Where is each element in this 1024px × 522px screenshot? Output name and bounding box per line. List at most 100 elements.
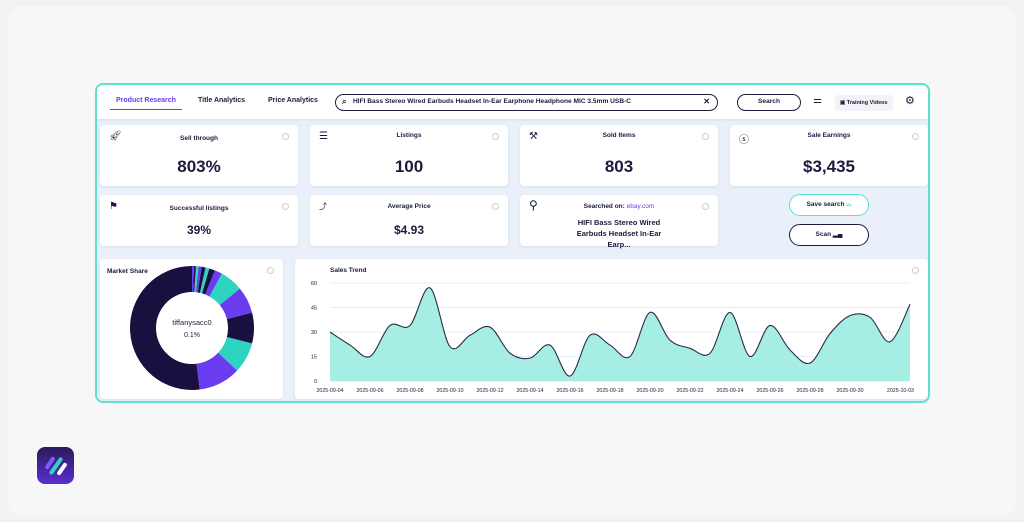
card-label: Successful listings [169, 205, 229, 212]
gear-icon[interactable]: ⚙ [905, 95, 915, 107]
save-search-button[interactable]: Save search ⌓ [789, 194, 869, 216]
help-icon[interactable] [282, 133, 289, 140]
data-point[interactable] [747, 354, 753, 360]
data-point[interactable] [387, 322, 393, 328]
x-tick-label: 2025-10-03 [887, 388, 914, 394]
search-icon: ⌕ [342, 97, 347, 106]
card-label: Sold Items [602, 132, 636, 139]
clear-icon[interactable]: ✕ [703, 97, 710, 106]
help-icon[interactable] [282, 203, 289, 210]
gavel-icon: ⚒ [529, 131, 538, 142]
data-point[interactable] [327, 329, 333, 335]
donut-center-value: 0.1% [184, 332, 200, 339]
data-point[interactable] [407, 322, 413, 328]
donut-slice[interactable] [202, 268, 215, 295]
help-icon[interactable] [267, 267, 274, 274]
help-icon[interactable] [912, 133, 919, 140]
card-label: Sale Earnings [807, 132, 851, 139]
help-icon[interactable] [702, 133, 709, 140]
donut-slice[interactable] [226, 312, 254, 344]
tab-product-research[interactable]: Product Research [110, 97, 182, 110]
data-point[interactable] [767, 322, 773, 328]
training-videos-label: Training Videos [846, 100, 888, 106]
help-icon[interactable] [702, 203, 709, 210]
donut-slice[interactable] [219, 288, 253, 320]
donut-center-label: tiffanysacc0 [172, 318, 211, 327]
data-point[interactable] [487, 324, 493, 330]
card-label: Sell through [180, 135, 218, 142]
data-point[interactable] [367, 354, 373, 360]
donut-slice[interactable] [194, 266, 199, 293]
card-label: Average Price [387, 203, 431, 210]
y-tick-label: 30 [311, 330, 317, 336]
sale-earnings-card: ⓢ Sale Earnings $3,435 [730, 125, 928, 186]
search-button[interactable]: Search [737, 94, 801, 111]
filter-sliders-icon[interactable]: ⚌ [813, 95, 822, 106]
search-input[interactable]: ⌕ HIFI Bass Stereo Wired Earbuds Headset… [335, 94, 718, 111]
donut-slice[interactable] [209, 273, 240, 306]
data-point[interactable] [647, 309, 653, 315]
donut-slice[interactable] [130, 266, 200, 390]
help-icon[interactable] [492, 203, 499, 210]
data-point[interactable] [887, 339, 893, 345]
x-tick-label: 2025-09-14 [516, 388, 543, 394]
save-search-label: Save search [806, 201, 845, 208]
data-point[interactable] [707, 350, 713, 356]
successful-listings-card: ⚑ Successful listings 39% [100, 195, 298, 246]
data-point[interactable] [567, 373, 573, 379]
dashboard-window: Product Research Title Analytics Price A… [95, 83, 930, 403]
video-icon: ▣ [840, 100, 847, 106]
listings-card: ☰ Listings 100 [310, 125, 508, 186]
x-tick-label: 2025-09-08 [396, 388, 423, 394]
data-point[interactable] [467, 332, 473, 338]
app-logo [37, 447, 74, 484]
training-videos-button[interactable]: ▣ Training Videos [835, 95, 893, 111]
card-value: 803 [604, 157, 634, 176]
data-point[interactable] [427, 285, 433, 291]
site-link[interactable]: ebay.com [626, 203, 655, 210]
donut-slice[interactable] [218, 336, 253, 371]
donut-slice[interactable] [197, 266, 206, 293]
data-point[interactable] [807, 360, 813, 366]
data-point[interactable] [547, 342, 553, 348]
donut-slice[interactable] [196, 352, 238, 390]
scan-label: Scan [815, 231, 832, 238]
data-point[interactable] [847, 313, 853, 319]
data-point[interactable] [587, 332, 593, 338]
help-icon[interactable] [492, 133, 499, 140]
data-point[interactable] [347, 342, 353, 348]
x-tick-label: 2025-09-04 [316, 388, 343, 394]
donut-slice[interactable] [193, 266, 196, 293]
data-point[interactable] [507, 350, 513, 356]
data-point[interactable] [667, 337, 673, 343]
data-point[interactable] [787, 347, 793, 353]
data-point[interactable] [827, 331, 833, 337]
card-value: 803% [177, 157, 221, 176]
donut-slice[interactable] [199, 267, 210, 294]
data-point[interactable] [727, 309, 733, 315]
trend-icon: ⤴ [319, 202, 327, 211]
data-point[interactable] [867, 314, 873, 320]
data-point[interactable] [527, 355, 533, 361]
data-point[interactable] [447, 344, 453, 350]
card-value: 100 [394, 157, 424, 176]
card-value: $3,435 [803, 157, 855, 176]
sales-line [329, 287, 911, 377]
x-tick-label: 2025-09-28 [796, 388, 823, 394]
data-point[interactable] [607, 342, 613, 348]
sold-items-card: ⚒ Sold Items 803 [520, 125, 718, 186]
x-tick-label: 2025-09-24 [716, 388, 743, 394]
data-point[interactable] [687, 345, 693, 351]
donut-slice[interactable] [205, 270, 222, 297]
donut-slice[interactable] [195, 266, 202, 293]
tab-price-analytics[interactable]: Price Analytics [268, 97, 318, 104]
searched-on-label: Searched on: [583, 203, 625, 210]
x-tick-label: 2025-09-10 [436, 388, 463, 394]
scan-button[interactable]: Scan ▂▄ [789, 224, 869, 246]
donut-slice[interactable] [192, 266, 194, 293]
data-point[interactable] [907, 301, 913, 307]
top-bar: Product Research Title Analytics Price A… [97, 85, 928, 119]
data-point[interactable] [627, 354, 633, 360]
help-icon[interactable] [912, 267, 919, 274]
tab-title-analytics[interactable]: Title Analytics [198, 97, 246, 104]
